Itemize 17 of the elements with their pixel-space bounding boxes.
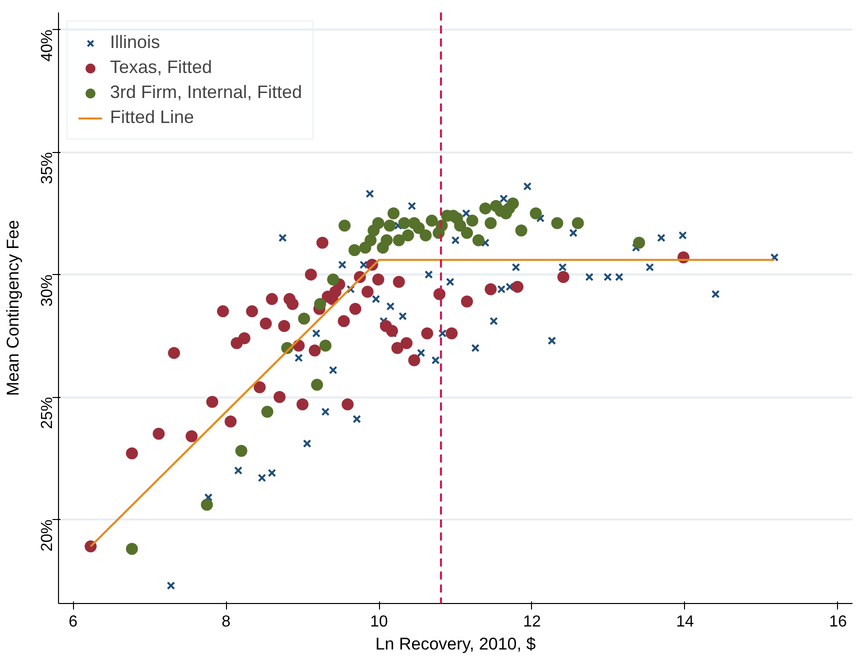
y-axis-title: Mean Contingency Fee xyxy=(4,220,22,396)
legend-label: 3rd Firm, Internal, Fitted xyxy=(110,82,302,103)
legend-label: Fitted Line xyxy=(110,107,194,128)
y-tick-label: 20% xyxy=(39,519,56,552)
legend-label: Texas, Fitted xyxy=(110,57,212,78)
x-tick-label: 14 xyxy=(676,614,694,630)
legend-label: Illinois xyxy=(110,32,160,53)
x-tick-label: 6 xyxy=(68,614,78,630)
y-tick-label: 40% xyxy=(39,30,56,62)
x-tick-label: 16 xyxy=(829,614,847,630)
y-tick-label: 35% xyxy=(39,152,56,184)
x-tick-label: 10 xyxy=(370,614,388,630)
x-axis-title: Ln Recovery, 2010, $ xyxy=(375,634,536,654)
x-tick-label: 12 xyxy=(523,614,541,630)
y-tick-label: 30% xyxy=(39,274,56,307)
x-tick-label: 8 xyxy=(222,614,231,630)
y-tick-label: 25% xyxy=(39,397,56,430)
